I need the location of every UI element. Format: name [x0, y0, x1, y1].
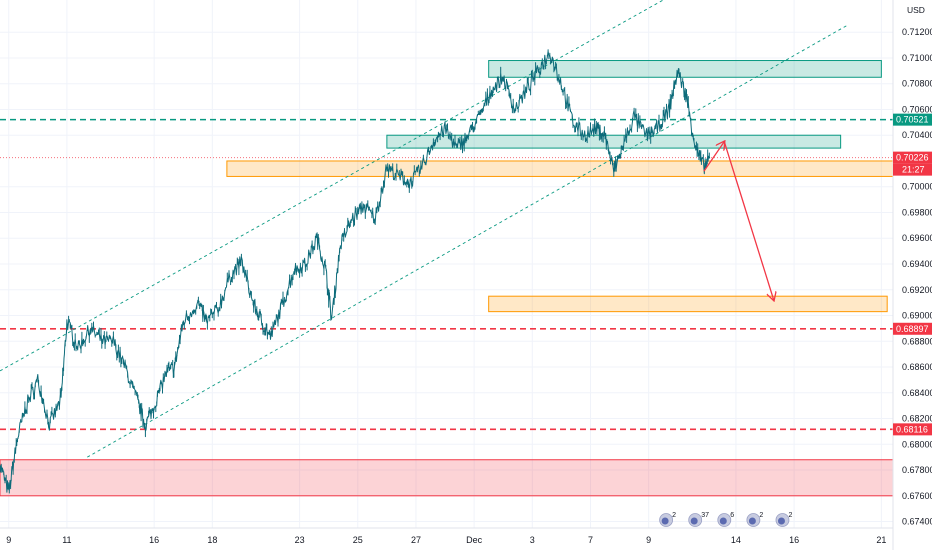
time-axis[interactable]: 9 11 16 18 23 25 27 Dec 3 7 9 14 16 21: [0, 527, 893, 545]
channel-line: [0, 0, 664, 372]
countdown-label: 21:27: [902, 165, 925, 175]
event-badge-flag-icon: [690, 517, 698, 525]
price-badge-label: 0.68116: [896, 424, 928, 434]
time-tick-label: 7: [588, 535, 593, 545]
price-tick-label: 0.67800: [902, 465, 932, 475]
time-tick-label: 11: [62, 535, 71, 545]
projection-arrow: [703, 142, 724, 172]
zone-support: [226, 160, 894, 177]
event-badge-flag-icon: [748, 517, 756, 525]
event-badge-flag-icon: [777, 517, 785, 525]
price-tick-label: 0.68000: [902, 439, 932, 449]
price-tick-label: 0.70600: [902, 104, 932, 114]
price-badge-label: 0.70226: [896, 153, 929, 163]
price-tick-label: 0.69200: [902, 285, 932, 295]
event-badge-count: 2: [788, 512, 792, 519]
price-axis[interactable]: USD 0.71200 0.71000 0.70800 0.70600 0.70400 0…: [892, 0, 932, 550]
time-tick-label: 14: [731, 535, 741, 545]
price-badge: [893, 113, 932, 126]
event-badge-count: 2: [672, 512, 676, 519]
price-tick-label: 0.71200: [902, 27, 932, 37]
zone-resistance: [488, 60, 882, 78]
event-badge-flag-icon: [719, 517, 727, 525]
time-tick-label: 27: [411, 535, 421, 545]
time-tick-label: 3: [530, 535, 535, 545]
price-series: [0, 49, 711, 494]
event-badge-count: 37: [701, 512, 709, 519]
price-tick-label: 0.68800: [902, 336, 932, 346]
price-badge: [893, 423, 932, 436]
zone-resistance: [386, 134, 842, 149]
event-badges: 2 37 6 2 2: [659, 512, 792, 527]
time-tick-label: 9: [6, 535, 11, 545]
time-tick-label: 25: [353, 535, 363, 545]
horizontal-lines: [0, 118, 893, 431]
price-tick-label: 0.71000: [902, 53, 932, 63]
price-badge-label: 0.70521: [896, 115, 929, 125]
price-tick-label: 0.70800: [902, 79, 932, 89]
channel-lines: [0, 0, 847, 458]
price-tick-label: 0.70400: [902, 130, 932, 140]
price-tick-label: 0.67400: [902, 517, 932, 527]
price-tick-label: 0.69400: [902, 259, 932, 269]
projection-arrow: [723, 141, 773, 300]
time-tick-label: Dec: [466, 535, 483, 545]
time-tick-label: 21: [876, 535, 886, 545]
grid: [0, 0, 893, 528]
currency-label: USD: [907, 5, 925, 15]
zone-resistance: [488, 295, 888, 313]
price-tick-label: 0.69600: [902, 233, 932, 243]
price-badge-label: 0.68897: [896, 324, 929, 334]
price-line: [0, 49, 711, 494]
countdown-badge: [893, 163, 932, 176]
event-badge-count: 2: [759, 512, 763, 519]
price-tick-label: 0.67600: [902, 491, 932, 501]
price-badge: [893, 322, 932, 335]
projection-arrows: [703, 141, 774, 300]
time-tick-label: 18: [207, 535, 217, 545]
channel-line: [87, 25, 847, 458]
time-tick-label: 16: [789, 535, 799, 545]
zone-demand: [0, 459, 894, 497]
price-tick-label: 0.69800: [902, 207, 932, 217]
event-badge-flag-icon: [661, 517, 669, 525]
price-tick-label: 0.68400: [902, 388, 932, 398]
event-badge-count: 6: [730, 512, 734, 519]
time-tick-label: 23: [295, 535, 305, 545]
price-tick-label: 0.70000: [902, 182, 932, 192]
time-tick-label: 16: [149, 535, 159, 545]
price-tick-label: 0.69000: [902, 311, 932, 321]
price-tick-label: 0.68200: [902, 414, 932, 424]
price-tick-label: 0.68600: [902, 362, 932, 372]
time-tick-label: 9: [646, 535, 651, 545]
price-badge: [893, 151, 932, 164]
